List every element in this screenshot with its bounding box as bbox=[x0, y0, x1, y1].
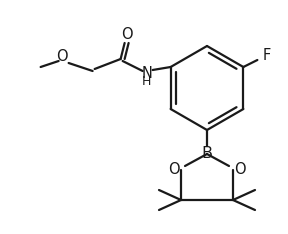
Text: N: N bbox=[141, 66, 152, 80]
Text: O: O bbox=[234, 162, 246, 178]
Text: B: B bbox=[202, 146, 213, 161]
Text: F: F bbox=[262, 48, 270, 62]
Text: H: H bbox=[142, 74, 151, 88]
Text: O: O bbox=[121, 26, 132, 41]
Text: O: O bbox=[56, 48, 67, 63]
Text: O: O bbox=[168, 162, 180, 178]
